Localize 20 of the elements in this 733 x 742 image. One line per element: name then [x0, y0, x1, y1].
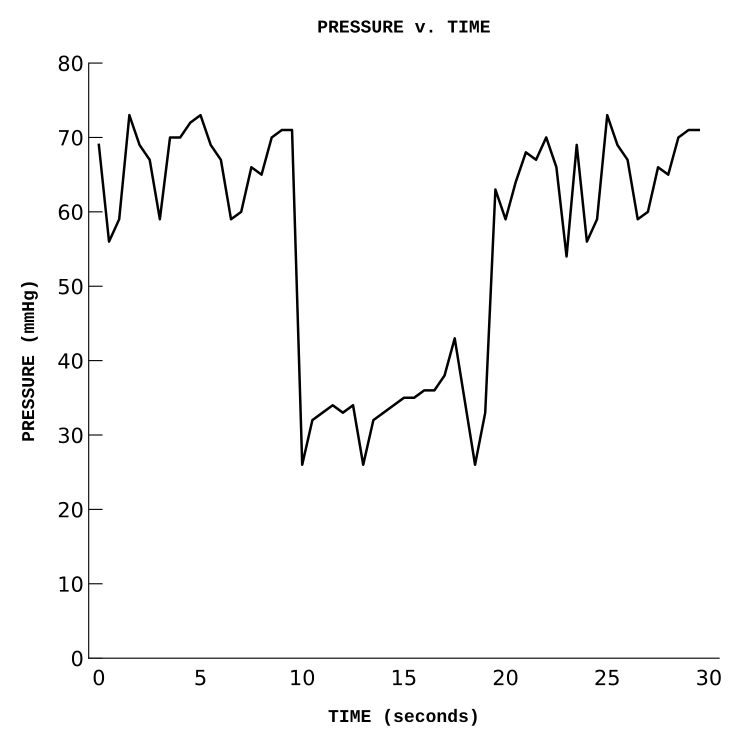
x-tick-label: 20: [494, 670, 518, 686]
y-tick-label: 0: [72, 650, 82, 666]
y-tick-label: 50: [58, 278, 82, 294]
x-tick-label: 0: [94, 670, 104, 686]
y-tick-label: 70: [59, 130, 82, 146]
x-tick-label: 5: [196, 670, 206, 686]
x-tick-label: 15: [392, 670, 416, 686]
y-tick-label: 60: [58, 204, 82, 220]
x-tick-label: 25: [596, 670, 619, 686]
y-tick-label: 20: [58, 502, 82, 518]
x-tick-label: 30: [697, 670, 721, 686]
y-tick-label: 30: [58, 427, 82, 444]
y-axis-title: PRESSURE (mmHg): [20, 282, 38, 441]
line-series: [98, 114, 700, 466]
chart-title: PRESSURE v. TIME: [318, 20, 490, 33]
y-tick-label: 40: [58, 353, 82, 369]
y-tick-label: 80: [58, 56, 82, 72]
x-axis-title: TIME (seconds): [328, 708, 477, 726]
y-tick-label: 10: [60, 576, 82, 592]
x-tick-label: 10: [291, 670, 314, 686]
